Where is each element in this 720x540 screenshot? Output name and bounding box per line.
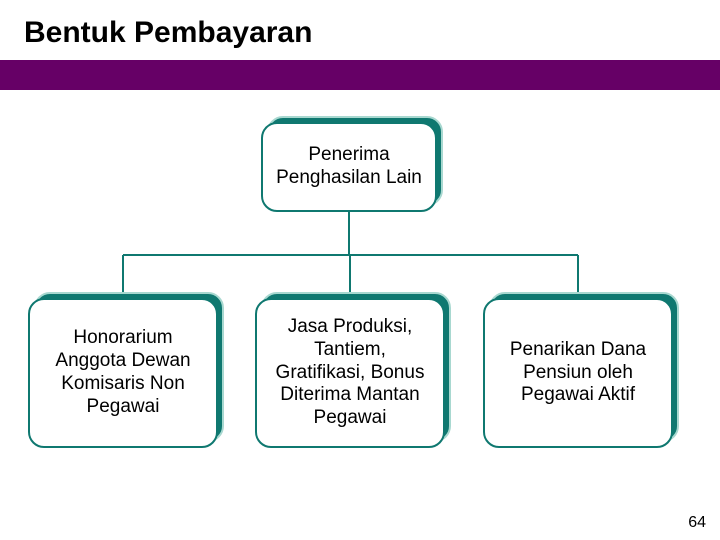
node-child-2: Jasa Produksi, Tantiem, Gratifikasi, Bon… bbox=[255, 298, 445, 448]
node-label: Penerima Penghasilan Lain bbox=[273, 144, 425, 190]
node-label: Penarikan Dana Pensiun oleh Pegawai Akti… bbox=[495, 339, 661, 407]
node-label: Jasa Produksi, Tantiem, Gratifikasi, Bon… bbox=[267, 316, 433, 430]
tree-diagram: Penerima Penghasilan Lain Honorarium Ang… bbox=[0, 90, 720, 490]
node-card: Penarikan Dana Pensiun oleh Pegawai Akti… bbox=[483, 298, 673, 448]
node-card: Penerima Penghasilan Lain bbox=[261, 122, 437, 212]
connector-root-down bbox=[348, 212, 350, 255]
slide-header: Bentuk Pembayaran bbox=[0, 0, 720, 60]
node-child-1: Honorarium Anggota Dewan Komisaris Non P… bbox=[28, 298, 218, 448]
node-label: Honorarium Anggota Dewan Komisaris Non P… bbox=[40, 327, 206, 418]
node-card: Jasa Produksi, Tantiem, Gratifikasi, Bon… bbox=[255, 298, 445, 448]
title-banner bbox=[0, 60, 720, 90]
page-number: 64 bbox=[688, 514, 706, 532]
node-card: Honorarium Anggota Dewan Komisaris Non P… bbox=[28, 298, 218, 448]
node-child-3: Penarikan Dana Pensiun oleh Pegawai Akti… bbox=[483, 298, 673, 448]
slide-title: Bentuk Pembayaran bbox=[24, 16, 696, 50]
node-root: Penerima Penghasilan Lain bbox=[261, 122, 437, 212]
